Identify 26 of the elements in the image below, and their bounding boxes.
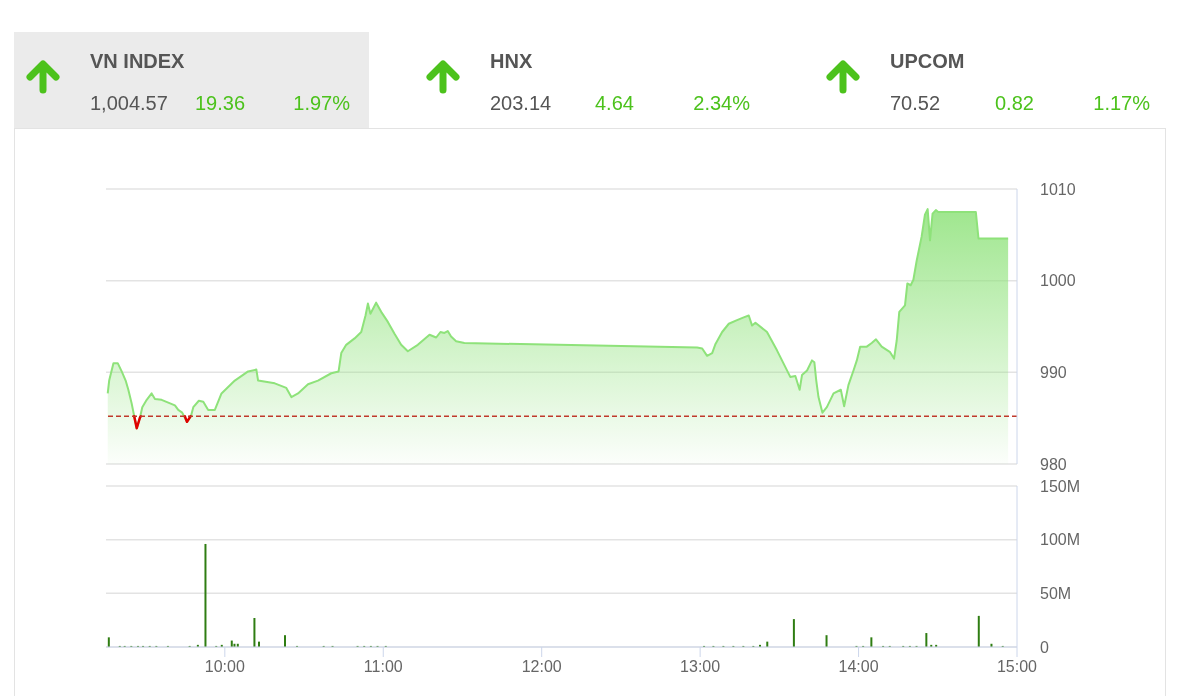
y-tick-label: 150M bbox=[1040, 477, 1081, 495]
x-tick-label: 10:00 bbox=[204, 658, 245, 676]
text: VN INDEX bbox=[90, 50, 185, 73]
x-tick-label: 14:00 bbox=[838, 658, 879, 676]
text: 2.34% bbox=[693, 92, 750, 115]
text: 4.64 bbox=[595, 92, 634, 115]
text: 19.36 bbox=[195, 92, 246, 115]
y-tick-label: 100M bbox=[1040, 531, 1081, 549]
y-tick-label: 50M bbox=[1040, 585, 1072, 603]
x-tick-label: 15:00 bbox=[996, 658, 1038, 676]
x-tick-label: 13:00 bbox=[680, 658, 721, 676]
y-tick-label: 0 bbox=[1040, 638, 1049, 656]
text: 1.97% bbox=[293, 92, 350, 115]
text: 203.14 bbox=[490, 92, 552, 115]
y-tick-label: 1000 bbox=[1040, 272, 1076, 290]
text: 1,004.57 bbox=[90, 92, 168, 115]
x-tick-label: 12:00 bbox=[521, 658, 562, 676]
x-tick-label: 11:00 bbox=[363, 658, 403, 676]
y-tick-label: 980 bbox=[1040, 455, 1067, 473]
text: 0.82 bbox=[995, 92, 1034, 115]
text: 70.52 bbox=[890, 92, 941, 115]
y-tick-label: 1010 bbox=[1040, 180, 1076, 198]
y-tick-label: 990 bbox=[1040, 364, 1067, 382]
text: HNX bbox=[490, 50, 533, 73]
text: UPCOM bbox=[890, 50, 965, 73]
text: 1.17% bbox=[1093, 92, 1150, 115]
